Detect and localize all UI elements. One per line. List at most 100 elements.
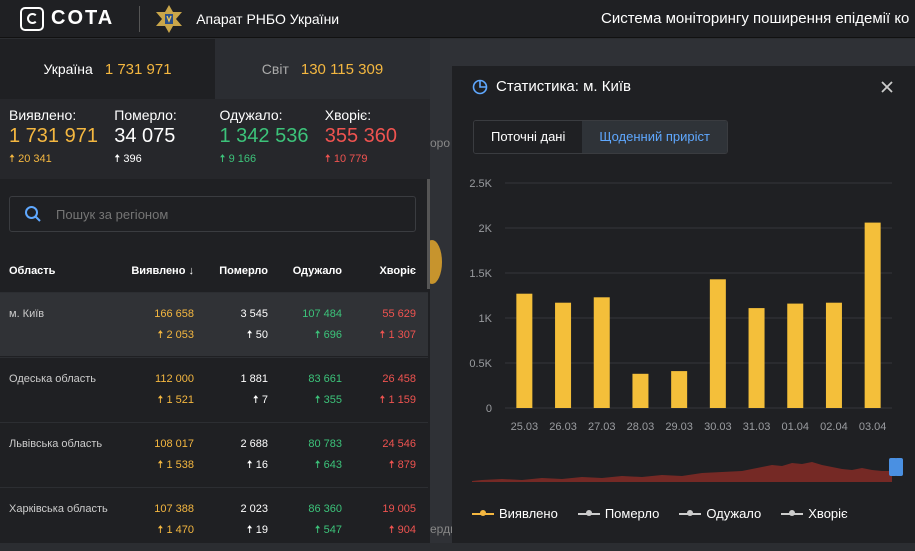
legend-label: Одужало xyxy=(706,506,762,521)
x-tick-label: 26.03 xyxy=(549,421,577,433)
cell-recovered-delta: 🠅 643 xyxy=(314,459,342,471)
delta-value: 396 xyxy=(123,153,142,165)
map-label: оро xyxy=(430,136,451,150)
cell-detected-delta: 🠅 1 521 xyxy=(157,394,194,406)
cell-delta-value: 1 521 xyxy=(166,394,194,406)
bar[interactable] xyxy=(787,303,804,408)
cell-sick-delta: 🠅 879 xyxy=(388,459,416,471)
cell-died-delta: 🠅 50 xyxy=(246,329,268,341)
bar[interactable] xyxy=(825,302,842,408)
cell-recovered-delta: 🠅 547 xyxy=(314,524,342,536)
x-tick-label: 30.03 xyxy=(704,421,732,433)
cell-recovered: 86 360 xyxy=(308,503,342,515)
stat-detected: Виявлено: 1 731 971 🠅 20 341 xyxy=(9,99,114,179)
bar[interactable] xyxy=(555,302,572,408)
table-row[interactable]: Львівська область 108 017 🠅 1 538 2 688 … xyxy=(0,422,428,486)
y-tick-label: 2K xyxy=(479,223,493,235)
tab-daily-growth[interactable]: Щоденний приріст xyxy=(582,121,727,153)
stat-delta: 🠅 10 779 xyxy=(325,150,430,169)
stat-recovered: Одужало: 1 342 536 🠅 9 166 xyxy=(220,99,325,179)
statistics-panel: Статистика: м. Київ Поточні дані Щоденни… xyxy=(452,66,915,543)
header-died[interactable]: Померло xyxy=(219,265,268,277)
bar[interactable] xyxy=(593,297,610,408)
x-tick-label: 25.03 xyxy=(511,421,539,433)
x-tick-label: 31.03 xyxy=(743,421,771,433)
rnbo-emblem-icon xyxy=(156,4,183,33)
x-tick-label: 02.04 xyxy=(820,421,848,433)
legend-label: Виявлено xyxy=(499,506,558,521)
x-tick-label: 28.03 xyxy=(627,421,655,433)
legend-item-recovered[interactable]: Одужало xyxy=(679,506,761,521)
delta-value: 10 779 xyxy=(333,153,368,165)
close-icon[interactable] xyxy=(879,79,895,95)
cota-logo-icon xyxy=(20,6,44,31)
table-row[interactable]: Харківська область 107 388 🠅 1 470 2 023… xyxy=(0,487,428,551)
bar[interactable] xyxy=(671,371,688,408)
bar[interactable] xyxy=(864,222,881,408)
cell-sick-delta: 🠅 904 xyxy=(388,524,416,536)
table-row[interactable]: м. Київ 166 658 🠅 2 053 3 545 🠅 50 107 4… xyxy=(0,292,428,356)
cell-delta-value: 904 xyxy=(397,524,416,536)
region-search[interactable] xyxy=(9,196,416,232)
tab-ukraine[interactable]: Україна 1 731 971 xyxy=(0,39,215,99)
header-divider xyxy=(139,5,141,32)
cell-delta-value: 16 xyxy=(255,459,268,471)
cell-delta-value: 50 xyxy=(255,329,268,341)
tab-current-data[interactable]: Поточні дані xyxy=(474,121,583,153)
legend-marker xyxy=(472,509,494,516)
x-tick-label: 03.04 xyxy=(859,421,887,433)
cell-delta-value: 547 xyxy=(323,524,342,536)
cell-detected-delta: 🠅 1 538 xyxy=(157,459,194,471)
header-detected[interactable]: Виявлено ↓ xyxy=(131,265,194,277)
cell-died-delta: 🠅 16 xyxy=(246,459,268,471)
legend-item-died[interactable]: Померло xyxy=(577,506,659,521)
x-tick-label: 27.03 xyxy=(588,421,616,433)
cell-sick-delta: 🠅 1 307 xyxy=(379,329,416,341)
stat-delta: 🠅 20 341 xyxy=(9,150,114,169)
logo-text: COTA xyxy=(51,7,115,29)
cell-detected-delta: 🠅 1 470 xyxy=(157,524,194,536)
header-detected-label: Виявлено xyxy=(131,265,186,277)
header-sick[interactable]: Хворіє xyxy=(379,265,416,277)
timeline-slider[interactable] xyxy=(472,458,903,482)
delta-value: 9 166 xyxy=(228,153,257,165)
cell-delta-value: 1 307 xyxy=(388,329,416,341)
region-name: Одеська область xyxy=(9,373,97,385)
stat-label: Хворіє: xyxy=(324,107,372,123)
header-recovered[interactable]: Одужало xyxy=(292,265,342,277)
cell-detected-delta: 🠅 2 053 xyxy=(157,329,194,341)
cell-delta-value: 696 xyxy=(323,329,342,341)
cell-sick: 26 458 xyxy=(382,373,416,385)
search-icon xyxy=(25,206,41,222)
cell-delta-value: 2 053 xyxy=(166,329,194,341)
legend-item-detected[interactable]: Виявлено xyxy=(472,506,558,521)
bar[interactable] xyxy=(516,293,533,408)
cell-recovered-delta: 🠅 355 xyxy=(314,394,342,406)
y-tick-label: 0 xyxy=(486,403,492,415)
map-label: ерди xyxy=(430,522,457,536)
table-scrollbar[interactable] xyxy=(427,179,430,289)
stat-delta: 🠅 9 166 xyxy=(220,150,325,169)
slider-area xyxy=(472,462,892,482)
table-row[interactable]: Одеська область 112 000 🠅 1 521 1 881 🠅 … xyxy=(0,357,428,421)
cell-delta-value: 879 xyxy=(397,459,416,471)
cell-sick: 55 629 xyxy=(382,308,416,320)
y-tick-label: 1K xyxy=(479,313,493,325)
legend-item-sick[interactable]: Хворіє xyxy=(781,506,848,521)
y-tick-label: 2.5K xyxy=(469,178,492,190)
tab-world[interactable]: Світ 130 115 309 xyxy=(215,39,430,99)
delta-value: 20 341 xyxy=(18,153,52,165)
stat-sick: Хворіє: 355 360 🠅 10 779 xyxy=(325,99,430,179)
pie-chart-icon xyxy=(472,79,488,94)
stat-label: Виявлено: xyxy=(9,107,77,123)
search-input[interactable] xyxy=(56,206,356,222)
slider-handle[interactable] xyxy=(895,458,903,476)
cell-detected: 108 017 xyxy=(154,438,194,450)
bar[interactable] xyxy=(709,279,726,408)
cell-delta-value: 1 470 xyxy=(166,524,194,536)
bar[interactable] xyxy=(748,308,765,408)
cell-recovered: 83 661 xyxy=(308,373,342,385)
cota-logo[interactable]: COTA xyxy=(20,6,115,31)
bar[interactable] xyxy=(632,373,649,408)
cell-delta-value: 1 538 xyxy=(166,459,194,471)
